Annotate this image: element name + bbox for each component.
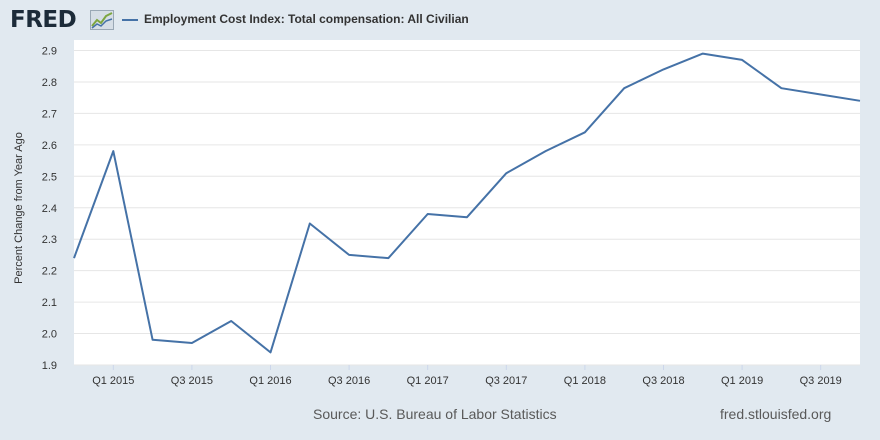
- x-tick-label: Q3 2017: [485, 375, 527, 387]
- data-point[interactable]: [464, 214, 470, 220]
- y-axis-label: Percent Change from Year Ago: [13, 132, 25, 284]
- x-tick-label: Q3 2019: [800, 375, 842, 387]
- data-point[interactable]: [307, 220, 313, 226]
- x-tick-label: Q1 2015: [92, 375, 134, 387]
- grid-lines: [74, 50, 860, 366]
- y-tick-label: 2.8: [42, 77, 57, 89]
- legend-label: Employment Cost Index: Total compensatio…: [144, 12, 469, 26]
- source-text: Source: U.S. Bureau of Labor Statistics: [313, 406, 557, 422]
- data-point[interactable]: [150, 337, 156, 343]
- x-axis-tick-labels: Q1 2015 Q3 2015 Q1 2016 Q3 2016 Q1 2017 Q3 20…: [92, 365, 842, 387]
- x-tick-label: Q3 2015: [171, 375, 213, 387]
- y-tick-label: 2.4: [42, 203, 57, 215]
- data-point[interactable]: [543, 148, 549, 154]
- data-point[interactable]: [582, 129, 588, 135]
- data-point[interactable]: [661, 66, 667, 72]
- y-tick-label: 2.3: [42, 234, 57, 246]
- data-point[interactable]: [346, 252, 352, 258]
- x-tick-label: Q1 2019: [721, 375, 763, 387]
- data-point[interactable]: [818, 92, 824, 98]
- data-point[interactable]: [228, 318, 234, 324]
- y-tick-label: 2.5: [42, 171, 57, 183]
- data-point[interactable]: [385, 255, 391, 261]
- data-point[interactable]: [503, 170, 509, 176]
- data-point[interactable]: [700, 51, 706, 57]
- chart-header: FRED Employment Cost Index: Total compen…: [0, 0, 880, 40]
- y-tick-label: 2.2: [42, 266, 57, 278]
- series-line[interactable]: [73, 52, 861, 354]
- data-point[interactable]: [857, 98, 863, 104]
- series-group: [71, 51, 863, 355]
- y-tick-label: 2.9: [42, 46, 57, 58]
- x-tick-label: Q1 2017: [407, 375, 449, 387]
- data-point[interactable]: [268, 349, 274, 355]
- x-tick-label: Q3 2018: [642, 375, 684, 387]
- plot-area[interactable]: [74, 40, 860, 365]
- y-tick-label: 1.9: [42, 360, 57, 372]
- y-tick-label: 2.6: [42, 140, 57, 152]
- x-tick-label: Q3 2016: [328, 375, 370, 387]
- data-point[interactable]: [778, 85, 784, 91]
- y-tick-label: 2.0: [42, 329, 57, 341]
- fred-logo[interactable]: FRED: [10, 7, 77, 33]
- line-graph-icon: [90, 10, 114, 30]
- data-point[interactable]: [189, 340, 195, 346]
- y-tick-label: 2.1: [42, 297, 57, 309]
- y-tick-label: 2.7: [42, 108, 57, 120]
- data-point[interactable]: [110, 148, 116, 154]
- x-tick-label: Q1 2016: [249, 375, 291, 387]
- data-point[interactable]: [425, 211, 431, 217]
- x-tick-label: Q1 2018: [564, 375, 606, 387]
- legend-swatch: [122, 19, 138, 21]
- data-point[interactable]: [739, 57, 745, 63]
- data-point[interactable]: [71, 255, 77, 261]
- y-axis-tick-labels: 1.9 2.0 2.1 2.2 2.3 2.4 2.5 2.6 2.7 2.8 2.9: [42, 46, 57, 373]
- data-point[interactable]: [621, 85, 627, 91]
- site-url-link[interactable]: fred.stlouisfed.org: [720, 406, 832, 422]
